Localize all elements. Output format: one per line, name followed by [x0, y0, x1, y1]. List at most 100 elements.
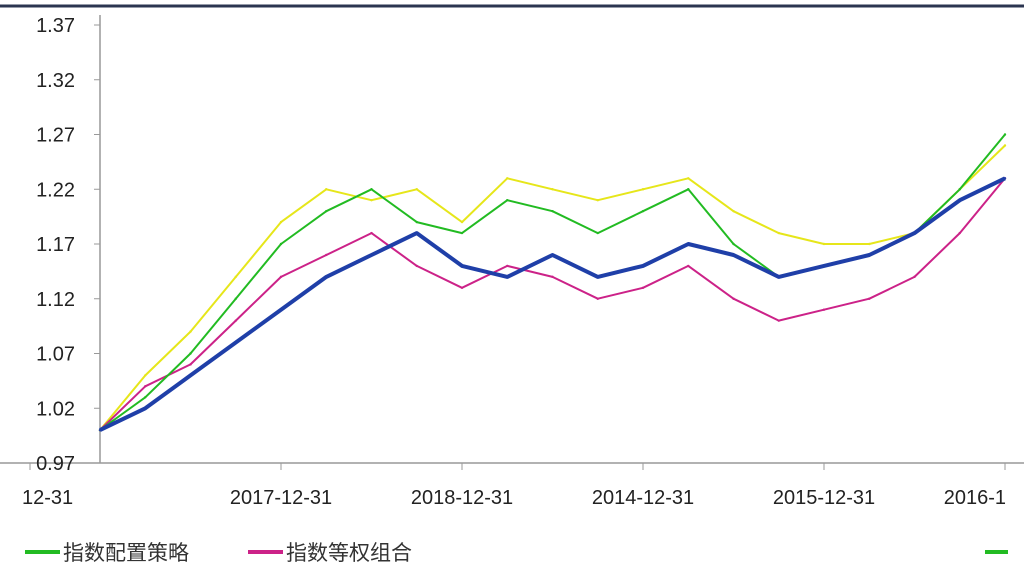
- data-point: [822, 242, 826, 246]
- data-point: [641, 264, 645, 268]
- data-point: [325, 188, 328, 191]
- data-point: [868, 297, 871, 300]
- data-point: [144, 385, 147, 388]
- data-point: [641, 209, 645, 213]
- data-point: [144, 374, 147, 377]
- data-point: [641, 286, 645, 289]
- data-point: [551, 188, 554, 191]
- x-tick-label: 2016-1: [944, 487, 1006, 509]
- data-point: [506, 264, 509, 268]
- data-point: [1003, 133, 1007, 136]
- data-point: [415, 231, 418, 235]
- data-point: [189, 352, 192, 355]
- data-point: [415, 188, 418, 191]
- data-point: [144, 396, 147, 399]
- series-line-1: [99, 133, 1006, 431]
- data-point: [687, 177, 690, 180]
- data-point: [958, 188, 961, 191]
- y-tick-label: 1.02: [36, 398, 75, 420]
- data-point: [1003, 144, 1007, 147]
- data-point: [279, 308, 283, 311]
- y-tick-label: 1.32: [36, 70, 75, 92]
- axes: [0, 15, 1024, 464]
- data-point: [596, 297, 599, 300]
- y-tick-label: 1.37: [36, 15, 75, 37]
- data-point: [868, 253, 871, 257]
- data-point: [279, 275, 283, 279]
- data-point: [868, 242, 871, 246]
- data-point: [596, 231, 599, 235]
- data-point: [641, 188, 645, 191]
- data-point: [506, 275, 509, 279]
- data-point: [460, 231, 464, 235]
- data-point: [777, 231, 780, 235]
- y-tick-label: 0.97: [36, 453, 75, 475]
- data-point: [415, 264, 418, 268]
- data-point: [98, 428, 102, 432]
- data-point: [325, 253, 328, 257]
- series-line-2: [99, 177, 1006, 431]
- data-point: [460, 220, 464, 224]
- data-point: [913, 275, 916, 279]
- data-point: [415, 220, 418, 224]
- data-point: [687, 242, 690, 246]
- data-point: [234, 319, 237, 322]
- legend: 指数配置策略 指数等权组合: [25, 541, 1008, 565]
- data-point: [370, 231, 373, 235]
- data-point: [777, 319, 780, 322]
- data-point: [1003, 177, 1007, 180]
- data-point: [822, 264, 826, 268]
- y-tick-label: 1.12: [36, 289, 75, 311]
- data-point: [189, 374, 192, 377]
- data-point: [551, 209, 554, 213]
- x-tick-labels: 12-31 2017-12-31 2018-12-31 2014-12-31 2015-…: [22, 463, 1006, 509]
- data-point: [279, 242, 283, 246]
- data-point: [551, 275, 554, 279]
- data-point: [325, 275, 328, 279]
- data-point: [732, 297, 735, 300]
- data-point: [325, 209, 328, 213]
- data-point: [279, 220, 283, 224]
- data-point: [460, 264, 464, 268]
- y-tick-label: 1.27: [36, 125, 75, 147]
- x-tick-label: 2017-12-31: [230, 487, 332, 509]
- data-point: [234, 341, 237, 344]
- data-point: [687, 264, 690, 268]
- data-point: [777, 275, 780, 279]
- data-point: [370, 188, 373, 191]
- data-point: [234, 275, 237, 279]
- data-point: [189, 330, 192, 333]
- data-point: [596, 199, 599, 202]
- y-tick-label: 1.22: [36, 179, 75, 201]
- data-point: [506, 177, 509, 180]
- series-lines: [98, 133, 1007, 432]
- data-point: [732, 242, 735, 246]
- y-tick-label: 1.17: [36, 234, 75, 256]
- data-point: [460, 286, 464, 289]
- data-point: [596, 275, 599, 279]
- x-tick-label: 12-31: [22, 487, 73, 509]
- data-point: [506, 199, 509, 202]
- data-point: [822, 308, 826, 311]
- y-tick-labels: 1.37 1.32 1.27 1.22 1.17 1.12 1.07 1.02 0.97: [36, 15, 100, 475]
- data-point: [958, 231, 961, 235]
- data-point: [370, 253, 373, 257]
- data-point: [687, 188, 690, 191]
- x-tick-label: 2015-12-31: [773, 487, 875, 509]
- data-point: [234, 297, 237, 300]
- data-point: [732, 209, 735, 213]
- x-tick-label: 2014-12-31: [592, 487, 694, 509]
- data-point: [370, 199, 373, 202]
- legend-label: 指数配置策略: [63, 541, 189, 565]
- legend-label: 指数等权组合: [286, 541, 412, 565]
- data-point: [913, 231, 916, 235]
- data-point: [551, 253, 554, 257]
- data-point: [189, 363, 192, 366]
- data-point: [732, 253, 735, 257]
- data-point: [958, 199, 961, 202]
- x-tick-label: 2018-12-31: [411, 487, 513, 509]
- data-point: [144, 407, 147, 410]
- series-line-3: [99, 176, 1006, 432]
- y-tick-label: 1.07: [36, 344, 75, 366]
